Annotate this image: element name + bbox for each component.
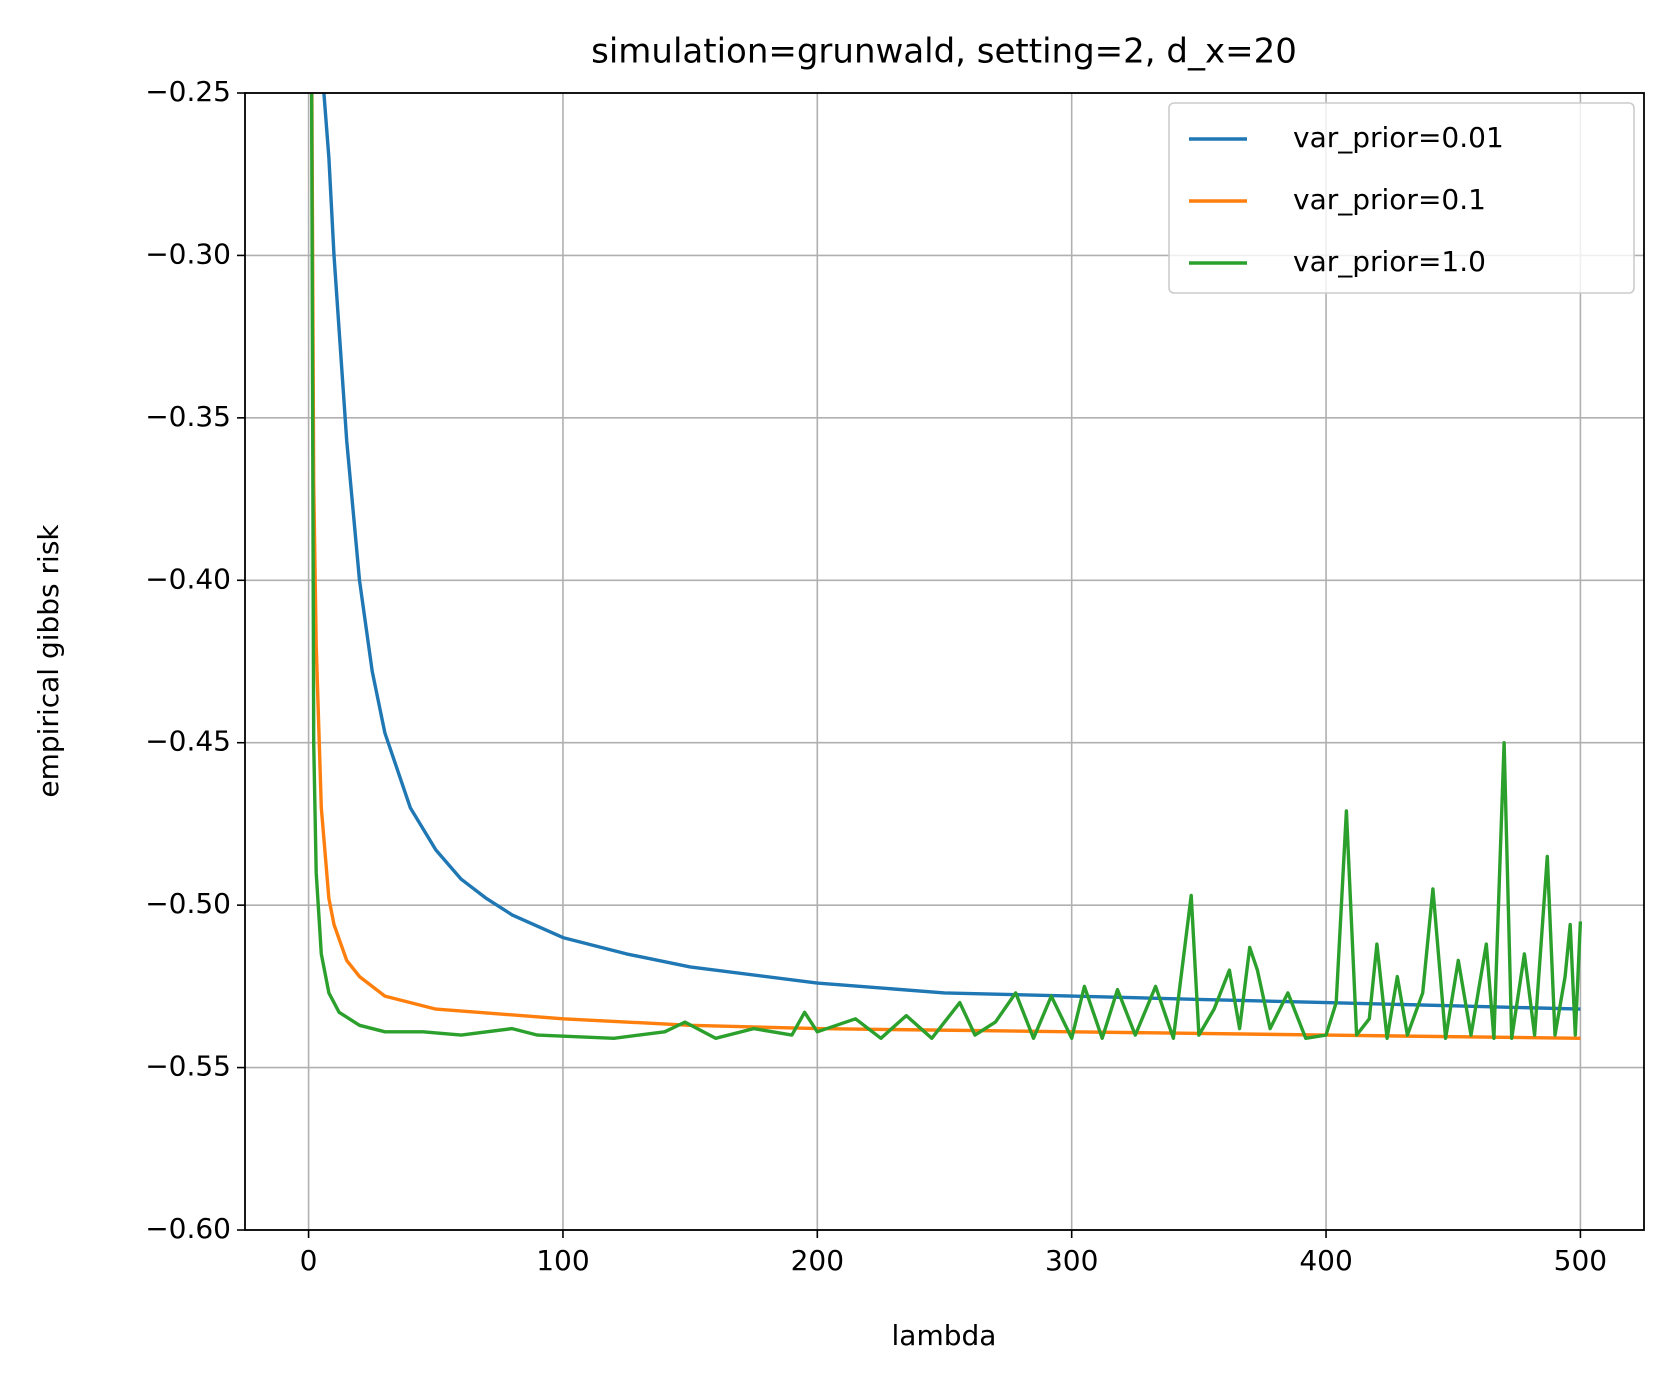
legend-box bbox=[1168, 102, 1635, 294]
x-tick-label: 0 bbox=[300, 1244, 318, 1277]
y-tick-label: −0.25 bbox=[145, 75, 231, 108]
axes-frame bbox=[244, 92, 1645, 1231]
x-axis-label: lambda bbox=[892, 1319, 997, 1352]
y-tick-label: −0.35 bbox=[145, 400, 231, 433]
y-tick-label: −0.55 bbox=[145, 1050, 231, 1083]
plot-area bbox=[309, 93, 1583, 1040]
x-tick-label: 500 bbox=[1554, 1244, 1607, 1277]
x-tick-label: 300 bbox=[1045, 1244, 1098, 1277]
x-tick-label: 200 bbox=[791, 1244, 844, 1277]
legend-label: var_prior=1.0 bbox=[1293, 245, 1486, 278]
y-tick-label: −0.40 bbox=[145, 562, 231, 595]
y-tick-label: −0.50 bbox=[145, 887, 231, 920]
series-line bbox=[310, 93, 1581, 1040]
chart-title: simulation=grunwald, setting=2, d_x=20 bbox=[591, 32, 1297, 72]
legend-label: var_prior=0.1 bbox=[1293, 183, 1486, 216]
series-line bbox=[309, 93, 1583, 1040]
x-tick-label: 400 bbox=[1299, 1244, 1352, 1277]
series-line bbox=[322, 93, 1581, 1011]
y-tick-label: −0.30 bbox=[145, 237, 231, 270]
y-axis-label: empirical gibbs risk bbox=[32, 524, 65, 798]
y-tick-label: −0.60 bbox=[145, 1212, 231, 1245]
y-tick-label: −0.45 bbox=[145, 725, 231, 758]
legend-label: var_prior=0.01 bbox=[1293, 121, 1504, 154]
legend: var_prior=0.01 var_prior=0.1 var_prior=1.0 bbox=[1168, 102, 1635, 294]
x-tick-label: 100 bbox=[536, 1244, 589, 1277]
